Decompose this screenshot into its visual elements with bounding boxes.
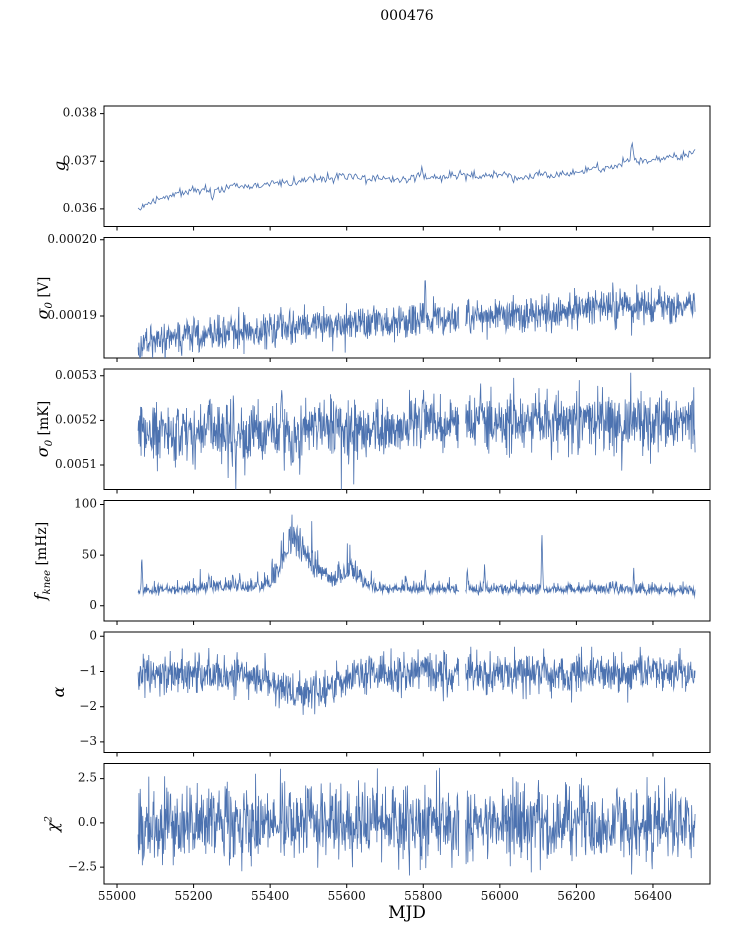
- y-axis-label-alpha: α: [48, 686, 68, 698]
- y-axis-label-chi2: χ2: [42, 815, 62, 833]
- figure-title: 000476: [380, 8, 434, 24]
- y-axis-label-sigma0-mk: σ0 [mK]: [32, 400, 56, 458]
- y-axis-label-fknee: fknee [mHz]: [30, 521, 54, 601]
- y-axis-label-g: g: [49, 160, 69, 172]
- y-axis-label-sigma0-v: σ0 [V]: [32, 276, 56, 320]
- x-axis-label: MJD: [388, 903, 426, 923]
